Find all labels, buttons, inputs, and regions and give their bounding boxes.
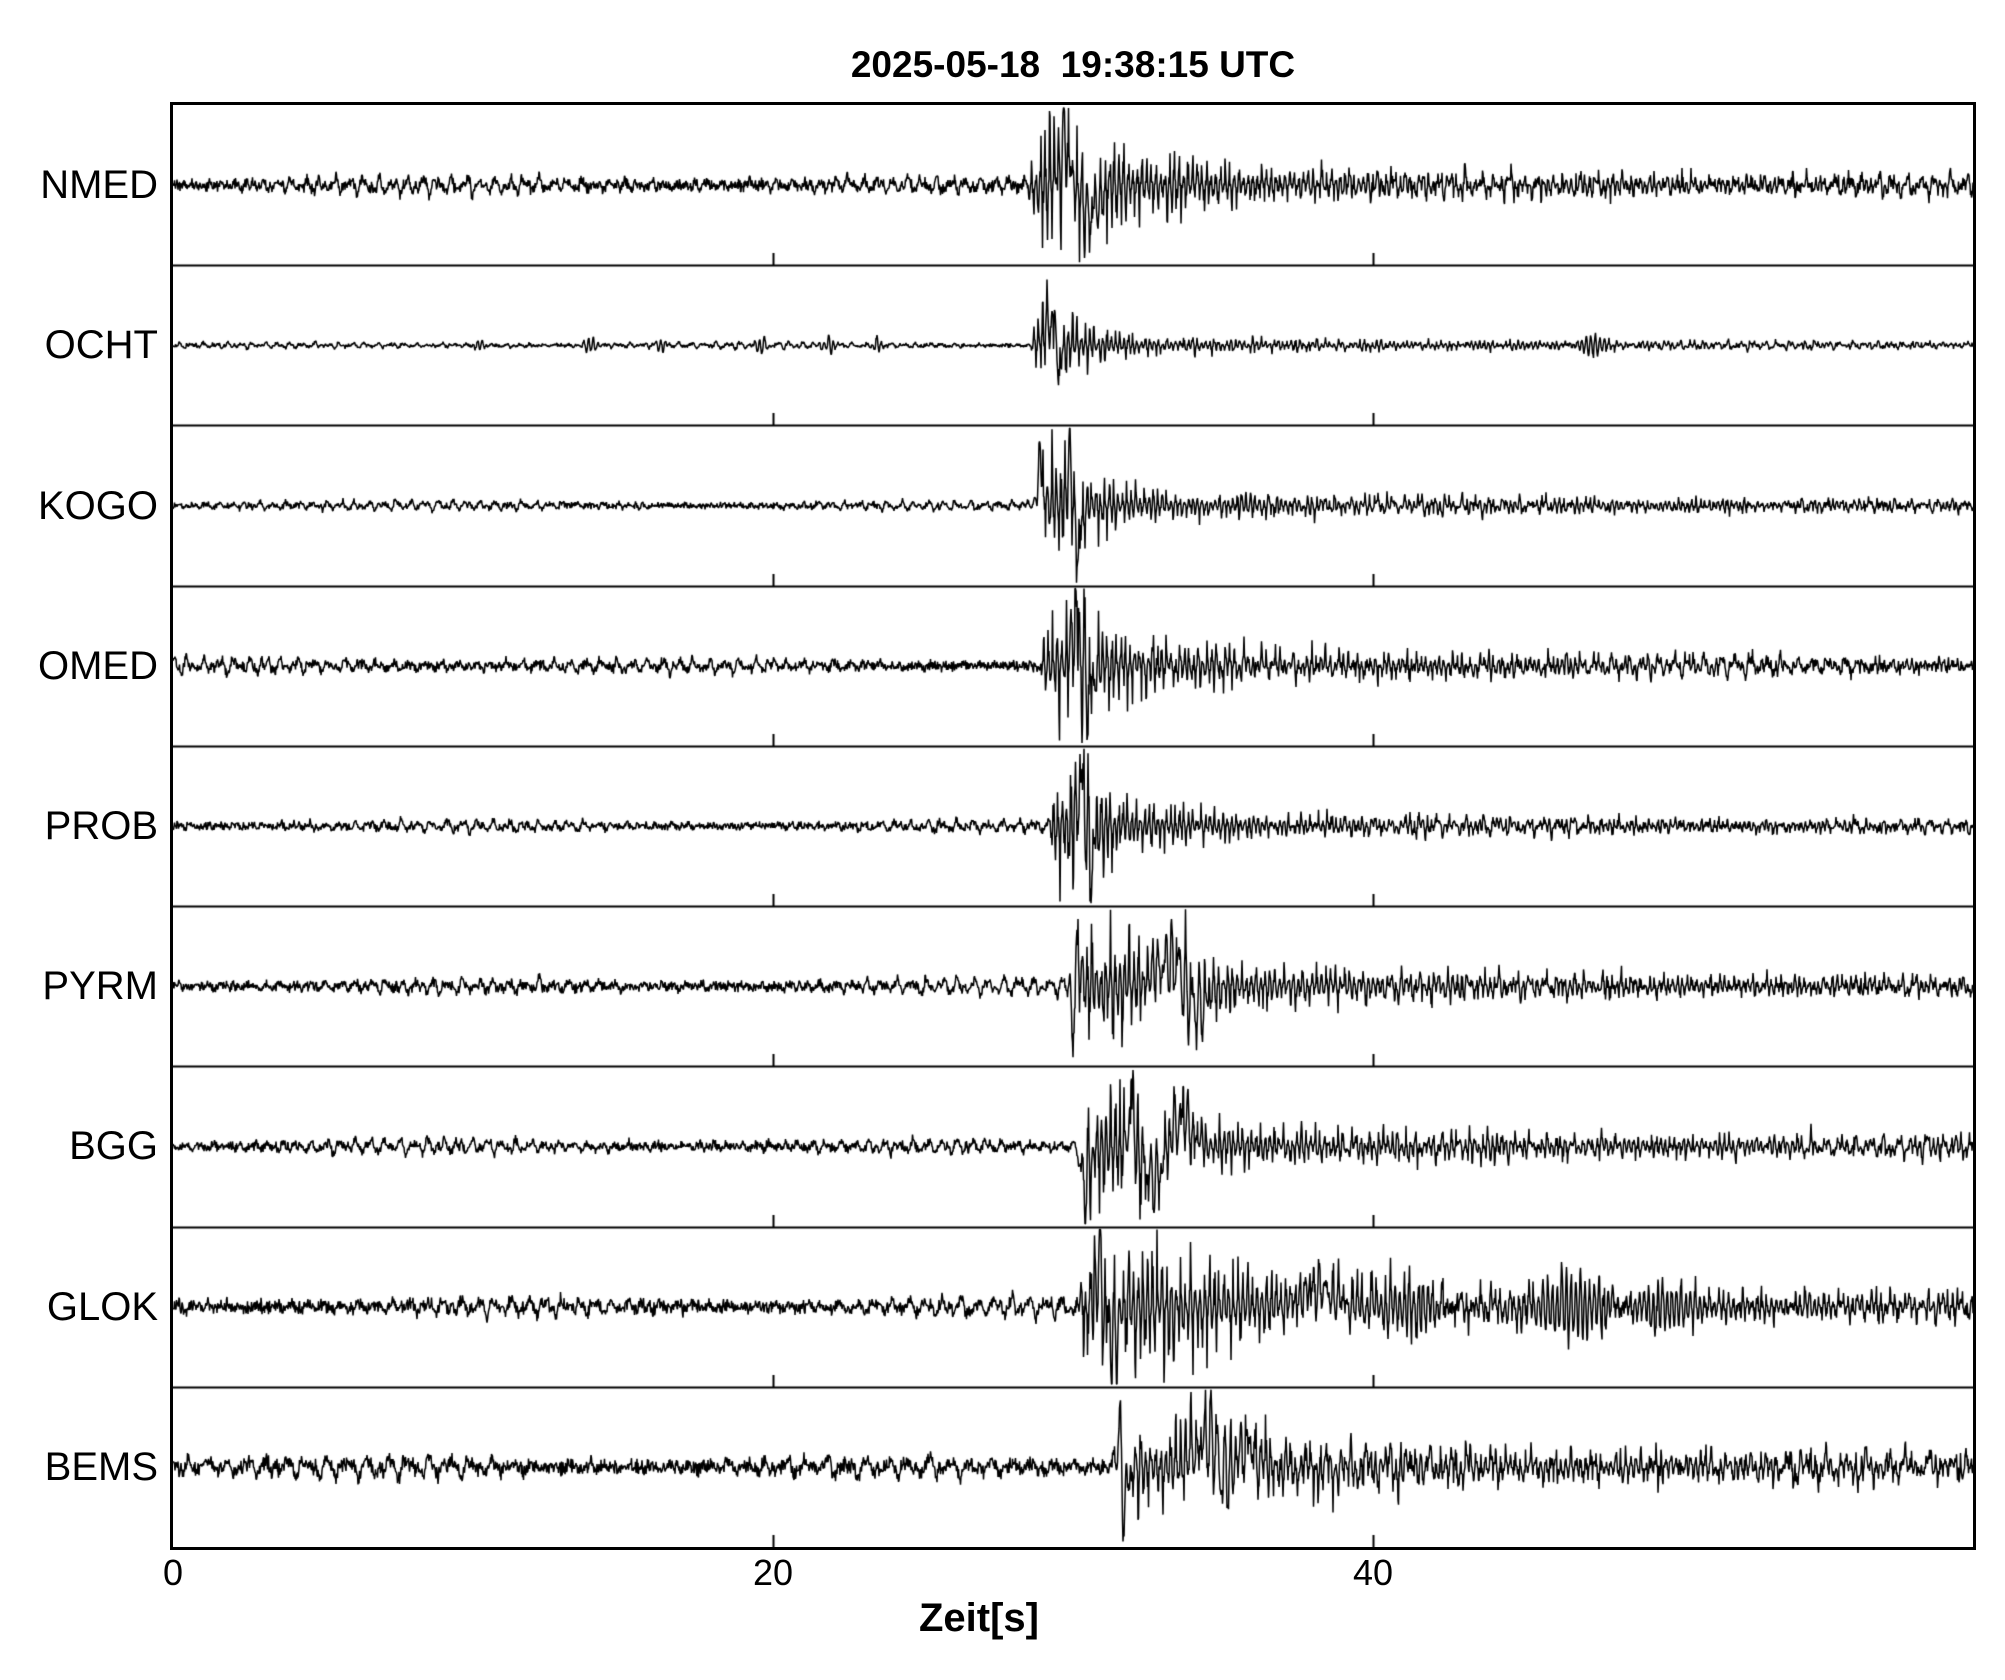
station-label-prob: PROB bbox=[44, 804, 158, 848]
figure-title: 2025-05-18 19:38:15 UTC bbox=[850, 44, 1296, 85]
station-label-kogo: KOGO bbox=[37, 483, 158, 528]
station-label-pyrm: PYRM bbox=[42, 964, 158, 1009]
x-axis-label: Zeit[s] bbox=[919, 1596, 1039, 1640]
plot-area bbox=[170, 102, 1976, 1550]
x-tick-label-0: 0 bbox=[162, 1552, 184, 1593]
station-label-glok: GLOK bbox=[46, 1284, 158, 1329]
station-label-bems: BEMS bbox=[44, 1444, 158, 1489]
station-label-ocht: OCHT bbox=[44, 323, 158, 368]
seismic-traces-canvas bbox=[173, 105, 1973, 1547]
station-label-bgg: BGG bbox=[69, 1124, 158, 1169]
station-label-omed: OMED bbox=[38, 643, 158, 688]
x-tick-label-40: 40 bbox=[1352, 1552, 1394, 1593]
x-tick-label-20: 20 bbox=[752, 1552, 794, 1593]
station-label-nmed: NMED bbox=[40, 163, 158, 208]
